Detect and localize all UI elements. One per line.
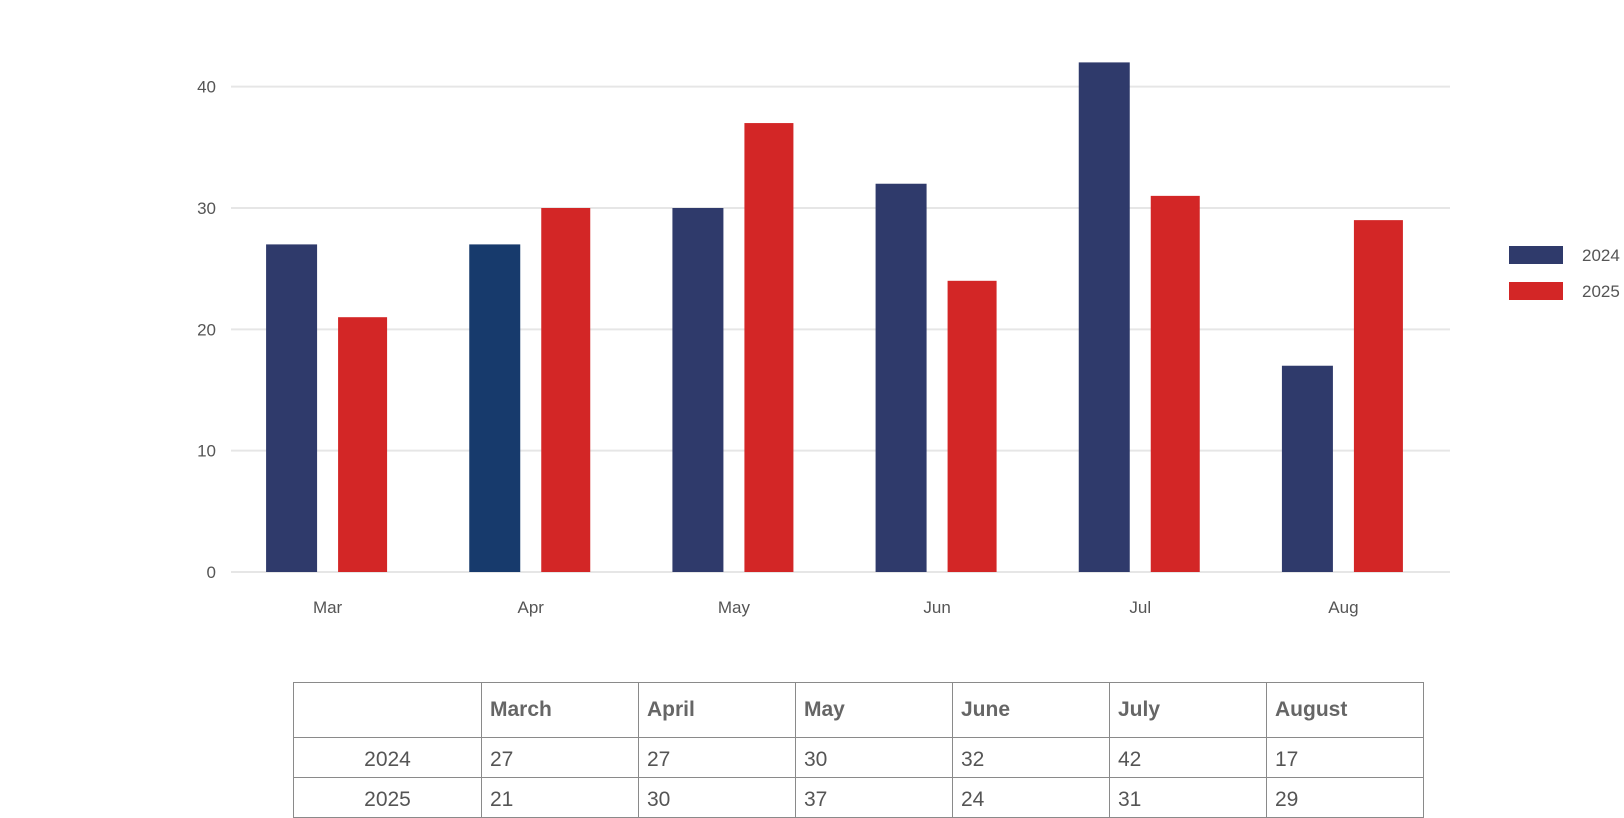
legend-swatch-2024 (1509, 246, 1563, 264)
y-tick-label: 10 (197, 442, 216, 461)
x-tick-label: Mar (313, 598, 343, 617)
legend-label-2025: 2025 (1582, 282, 1620, 301)
bar-2025-jun (947, 280, 997, 572)
legend: 2024 2025 (1509, 246, 1620, 301)
table-cell: 29 (1266, 777, 1424, 818)
bar-2024-jul (1078, 62, 1130, 573)
table-row: 2024 27 27 30 32 42 17 (293, 737, 1424, 778)
y-tick-label: 20 (197, 320, 216, 339)
table-cell: 31 (1109, 777, 1267, 818)
y-tick-label: 30 (197, 199, 216, 218)
bar-2025-mar (338, 317, 388, 572)
y-tick-label: 40 (197, 78, 216, 97)
table-header-april: April (638, 682, 796, 738)
y-tick-label: 0 (207, 563, 216, 582)
table-header-may: May (795, 682, 953, 738)
bar-2025-aug (1353, 220, 1403, 572)
bars (266, 62, 1403, 573)
x-tick-label: Apr (518, 598, 545, 617)
x-tick-label: Jun (923, 598, 950, 617)
table-cell: 27 (481, 737, 639, 778)
table-header-august: August (1266, 682, 1424, 738)
table-cell: 32 (952, 737, 1110, 778)
x-tick-label: May (718, 598, 751, 617)
table-cell: 30 (638, 777, 796, 818)
legend-swatch-2025 (1509, 282, 1563, 300)
bar-2024-apr (469, 244, 521, 572)
table-cell: 37 (795, 777, 953, 818)
x-tick-label: Jul (1129, 598, 1151, 617)
table-cell: 24 (952, 777, 1110, 818)
bar-2024-aug (1281, 365, 1333, 572)
table-cell: 27 (638, 737, 796, 778)
table-header-row: March April May June July August (293, 682, 1424, 738)
table-header-march: March (481, 682, 639, 738)
gridlines (231, 85, 1450, 573)
table-row-label: 2025 (293, 777, 482, 818)
data-table: March April May June July August 2024 27… (293, 682, 1424, 818)
table-cell: 42 (1109, 737, 1267, 778)
legend-label-2024: 2024 (1582, 246, 1620, 265)
table-header-july: July (1109, 682, 1267, 738)
x-axis-ticks: Mar Apr May Jun Jul Aug (313, 598, 1359, 617)
bar-2025-jul (1150, 195, 1200, 572)
bar-2024-may (672, 208, 724, 572)
table-row: 2025 21 30 37 24 31 29 (293, 777, 1424, 818)
bar-2024-mar (266, 244, 318, 572)
table-cell: 30 (795, 737, 953, 778)
table-cell: 21 (481, 777, 639, 818)
table-row-label: 2024 (293, 737, 482, 778)
bar-2024-jun (875, 183, 927, 572)
bar-2025-apr (541, 208, 591, 572)
table-header-june: June (952, 682, 1110, 738)
y-axis-ticks: 0 10 20 30 40 (197, 78, 216, 582)
table-cell: 17 (1266, 737, 1424, 778)
x-tick-label: Aug (1328, 598, 1358, 617)
bar-chart: 0 10 20 30 40 Mar Apr May Jun Jul Aug 2024 2025 (197, 62, 1620, 617)
table-header-corner (293, 682, 482, 738)
bar-2025-may (744, 123, 794, 573)
